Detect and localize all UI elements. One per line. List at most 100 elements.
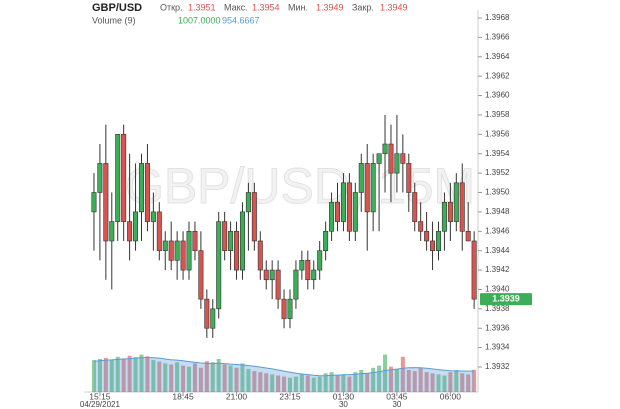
x-tick-label: 21:00 <box>226 391 248 401</box>
volume-bar <box>216 359 221 392</box>
volume-bar <box>192 363 197 392</box>
x-date-label: 04/29/2021 <box>80 400 121 409</box>
candle-body <box>412 192 418 222</box>
volume-bar <box>204 361 209 392</box>
candle-body <box>138 163 144 213</box>
candle-body <box>192 230 198 251</box>
candle-body <box>329 201 335 232</box>
y-tick-label: 1.3960 <box>485 91 510 100</box>
volume-bar <box>163 363 168 392</box>
candle-body <box>418 221 424 232</box>
candle-body <box>352 192 358 232</box>
x-tick-label: 06:00 <box>440 391 462 401</box>
volume-bar <box>454 370 459 392</box>
last-price: 1.3939 <box>492 294 520 304</box>
volume-bar <box>264 373 269 392</box>
volume-bar <box>329 372 334 392</box>
candle-body <box>465 230 471 242</box>
volume-bar <box>91 360 96 392</box>
volume-bar <box>371 367 376 392</box>
volume-bar <box>377 365 382 392</box>
volume-bar <box>353 372 358 392</box>
volume-bar <box>466 374 471 392</box>
candle-body <box>162 240 168 251</box>
candle-body <box>406 163 412 193</box>
volume-bar <box>460 373 465 392</box>
candle-body <box>358 163 364 193</box>
candle-body <box>441 201 447 232</box>
y-tick-label: 1.3938 <box>485 304 510 313</box>
candle-body <box>150 211 156 222</box>
volume-bar <box>394 368 399 392</box>
header-label: Мин. <box>288 2 308 12</box>
candle-body <box>364 163 370 213</box>
y-tick-label: 1.3952 <box>485 168 510 177</box>
x-tick-label: 03:45 <box>386 391 408 401</box>
candle-body <box>453 182 459 222</box>
volume-bar <box>157 361 162 392</box>
volume-bar <box>228 365 233 392</box>
volume-bar <box>181 365 186 392</box>
candle-body <box>257 240 263 271</box>
candle-body <box>430 240 436 251</box>
candle-body <box>186 230 192 271</box>
volume-bar <box>448 372 453 392</box>
candle-body <box>388 143 394 174</box>
candle-body <box>299 260 305 271</box>
volume-bar <box>252 371 257 392</box>
candle-body <box>435 230 441 251</box>
candle-body <box>376 153 382 164</box>
volume-bar <box>335 375 340 392</box>
candle-body <box>323 230 329 251</box>
volume-bar <box>133 357 138 392</box>
volume-bar <box>400 356 405 392</box>
volume-bar <box>317 376 322 392</box>
volume-bar <box>234 367 239 392</box>
candle-body <box>382 143 388 155</box>
volume-bar <box>103 357 108 392</box>
candle-body <box>340 182 346 222</box>
volume-bar <box>347 376 352 392</box>
volume-bar <box>97 359 102 392</box>
y-tick-label: 1.3948 <box>485 207 510 216</box>
candle-body <box>459 182 465 232</box>
candle-body <box>317 250 323 271</box>
volume-bar <box>430 373 435 392</box>
header-label: Закр. <box>352 2 374 12</box>
y-tick-label: 1.3956 <box>485 129 510 138</box>
volume-bar <box>246 368 251 392</box>
candle-body <box>121 134 127 222</box>
volume-bar <box>222 364 227 392</box>
candle-body <box>234 230 240 271</box>
volume-bar <box>418 367 423 392</box>
y-tick-label: 1.3958 <box>485 110 510 119</box>
candle-body <box>346 182 352 232</box>
volume-bar <box>127 355 132 392</box>
header-value: 1.3949 <box>380 2 408 12</box>
candle-body <box>424 230 430 242</box>
x-tick-label: 18:45 <box>172 391 194 401</box>
candle-body <box>156 211 162 251</box>
y-tick-label: 1.3962 <box>485 71 510 80</box>
volume-bar <box>365 373 370 392</box>
volume-bar <box>169 364 174 392</box>
volume-bar <box>293 376 298 392</box>
volume-bar <box>305 375 310 392</box>
volume-bar <box>424 372 429 392</box>
volume-bar <box>472 369 477 392</box>
volume-bar <box>151 360 156 392</box>
candle-body <box>275 269 281 300</box>
candle-body <box>198 250 204 300</box>
y-tick-label: 1.3936 <box>485 323 510 332</box>
volume-bar <box>210 362 215 392</box>
header-value: 1.3949 <box>316 2 344 12</box>
volume-bar <box>175 362 180 392</box>
volume-current: 1007.0000 <box>178 15 221 25</box>
volume-bar <box>436 374 441 392</box>
volume-bar <box>258 372 263 392</box>
watermark: GBP/USD, 15M <box>125 158 475 214</box>
candle-body <box>370 163 376 213</box>
volume-bar <box>442 375 447 392</box>
candle-body <box>144 163 150 222</box>
